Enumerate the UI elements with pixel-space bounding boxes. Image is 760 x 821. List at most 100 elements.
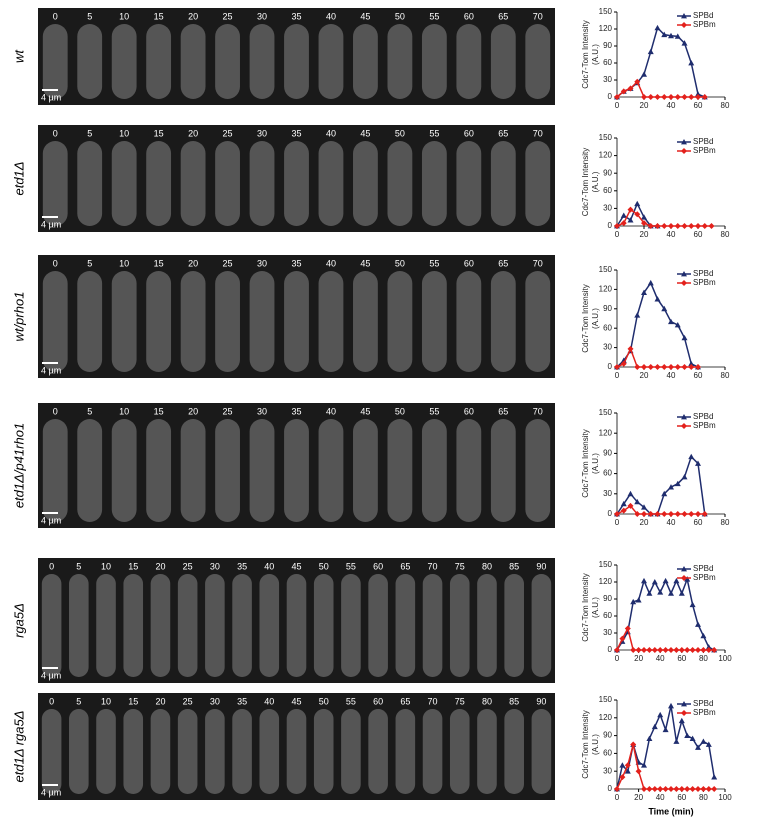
time-label: 25 — [183, 696, 193, 706]
y-axis-label: Cdc7-Tom Intensity(A.U.) — [581, 284, 600, 352]
cell — [422, 574, 443, 677]
y-tick-label: 90 — [603, 41, 612, 50]
time-label: 50 — [395, 11, 405, 21]
time-label: 50 — [395, 128, 405, 138]
cell — [525, 24, 551, 99]
cell — [531, 709, 552, 794]
data-point — [661, 511, 668, 517]
cell — [456, 419, 482, 522]
data-point — [689, 601, 696, 608]
data-point — [657, 589, 664, 595]
data-point — [711, 647, 718, 653]
data-point — [651, 723, 658, 730]
data-point — [634, 498, 641, 505]
data-point — [668, 590, 674, 596]
time-label: 10 — [119, 128, 129, 138]
y-tick-label: 150 — [599, 265, 613, 274]
time-label: 65 — [498, 11, 508, 21]
data-point — [695, 786, 701, 792]
data-point — [678, 786, 685, 792]
data-point — [673, 647, 680, 653]
data-point — [708, 223, 715, 229]
data-point — [681, 94, 688, 100]
data-point — [705, 786, 712, 792]
data-point — [647, 223, 654, 229]
data-point — [684, 732, 691, 738]
time-label: 0 — [53, 406, 58, 416]
data-point — [668, 94, 674, 100]
x-tick-label: 20 — [634, 654, 643, 663]
time-label: 60 — [464, 128, 474, 138]
y-tick-label: 150 — [599, 560, 613, 569]
y-tick-label: 30 — [603, 489, 612, 498]
cell — [42, 141, 68, 226]
data-point — [678, 647, 685, 653]
data-point — [674, 480, 681, 487]
time-label: 60 — [373, 561, 383, 571]
cell — [180, 141, 206, 226]
cell — [353, 141, 378, 226]
legend-label: SPBm — [693, 20, 716, 29]
time-label: 35 — [237, 561, 247, 571]
cell — [449, 574, 470, 677]
data-point — [661, 490, 668, 497]
scale-bar-label: 4 µm — [41, 219, 61, 229]
time-label: 55 — [429, 258, 439, 268]
data-point — [695, 621, 701, 627]
y-tick-label: 0 — [608, 784, 613, 793]
time-label: 40 — [326, 406, 336, 416]
legend-marker — [681, 22, 687, 28]
cell — [42, 271, 68, 372]
cell — [249, 24, 275, 99]
cell — [525, 141, 551, 226]
y-axis-label-line: (A.U.) — [591, 308, 600, 329]
series-line — [616, 744, 715, 790]
time-label: 25 — [223, 258, 233, 268]
x-tick-label: 20 — [640, 371, 649, 380]
series-line — [616, 576, 715, 651]
time-label: 35 — [291, 406, 301, 416]
data-point — [705, 647, 712, 653]
data-point — [711, 786, 718, 792]
cell — [41, 574, 62, 677]
legend-marker — [681, 13, 687, 19]
data-point — [634, 211, 641, 218]
data-point — [681, 511, 688, 517]
cell — [318, 141, 344, 226]
data-point — [635, 768, 642, 775]
data-point — [695, 223, 701, 229]
time-label: 60 — [464, 406, 474, 416]
x-tick-label: 40 — [667, 371, 676, 380]
time-label: 5 — [87, 11, 92, 21]
time-label: 30 — [257, 128, 267, 138]
data-point — [662, 577, 669, 584]
y-tick-label: 60 — [603, 323, 612, 332]
data-point — [681, 40, 688, 46]
data-point — [641, 364, 647, 370]
time-label: 15 — [154, 11, 164, 21]
cell — [286, 709, 307, 794]
time-label: 10 — [101, 696, 111, 706]
x-tick-label: 20 — [640, 518, 649, 527]
y-tick-label: 90 — [603, 168, 612, 177]
time-label: 45 — [360, 11, 370, 21]
time-label: 75 — [455, 696, 465, 706]
time-label: 50 — [395, 406, 405, 416]
x-tick-label: 40 — [656, 793, 665, 802]
data-point — [674, 33, 681, 39]
data-point — [688, 511, 695, 517]
time-label: 45 — [360, 258, 370, 268]
data-point — [661, 223, 668, 229]
data-point — [681, 223, 688, 229]
time-label: 10 — [119, 11, 129, 21]
data-point — [701, 223, 708, 229]
x-tick-label: 100 — [718, 793, 732, 802]
cell — [180, 419, 206, 522]
data-point — [673, 738, 680, 744]
data-point — [688, 223, 695, 229]
cell — [387, 419, 413, 522]
cell — [123, 709, 144, 794]
cell — [77, 419, 103, 522]
cell — [421, 419, 447, 522]
genotype-label: etd1Δ — [11, 161, 26, 195]
